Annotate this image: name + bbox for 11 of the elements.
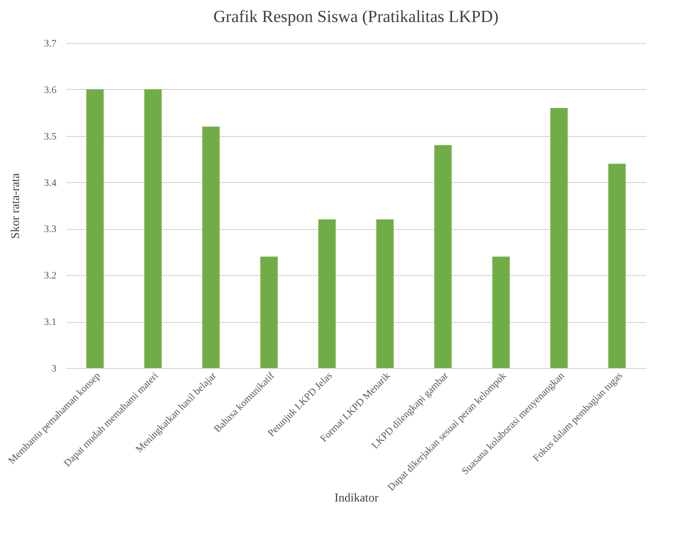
chart-title: Grafik Respon Siswa (Pratikalitas LKPD) [213, 7, 499, 26]
y-tick-label: 3.2 [44, 270, 56, 282]
x-axis-title: Indikator [334, 490, 378, 505]
y-tick-label: 3 [52, 364, 56, 374]
y-tick-label: 3.7 [44, 38, 56, 50]
y-tick-label: 3.4 [44, 178, 56, 189]
y-tick-label: 3.6 [44, 84, 56, 96]
y-tick-label: 3.3 [44, 224, 56, 236]
y-tick-label: 3.5 [44, 131, 56, 142]
y-tick-label: 3.1 [44, 317, 56, 328]
y-axis-title: Skor rata-rata [8, 172, 22, 239]
